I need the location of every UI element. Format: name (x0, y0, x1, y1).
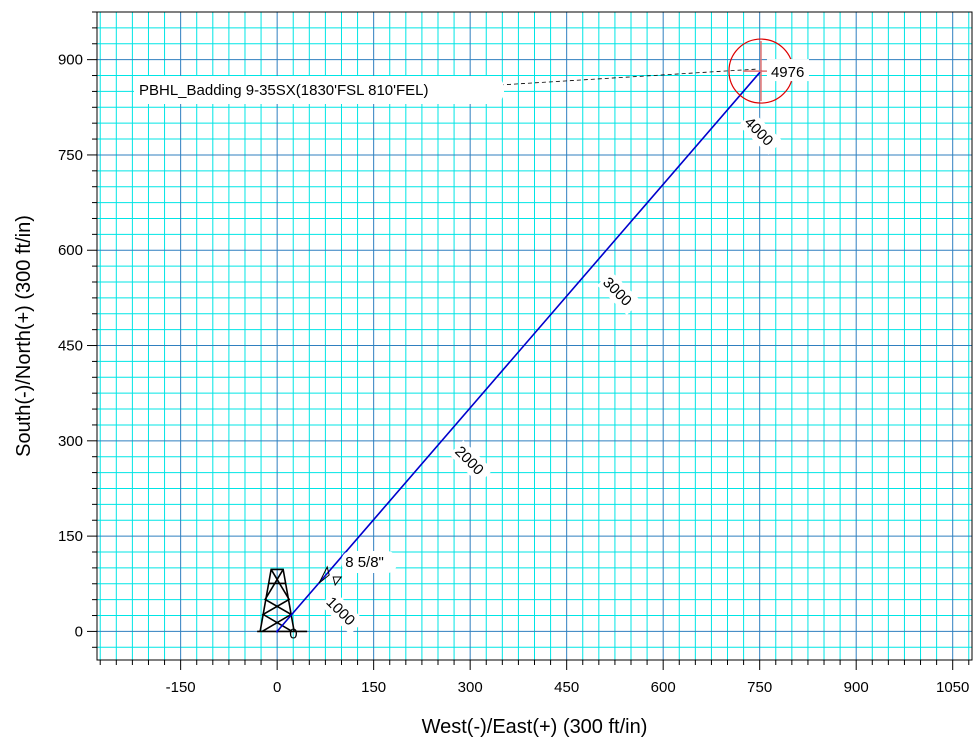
well-path-line (276, 70, 762, 632)
md-label-0: 0 (289, 625, 297, 642)
tick-labels: -150 0 150 300 450 600 750 900 1050 0 150 300 450 600… (58, 52, 969, 696)
md-label-bg (320, 590, 365, 635)
y-tick-label: 300 (58, 433, 83, 450)
target-label: PBHL_Badding 9-35SX(1830'FSL 810'FEL) (139, 82, 429, 99)
casing-shoe-left (318, 565, 330, 584)
major-gridlines (97, 12, 972, 660)
y-tick-label: 0 (75, 623, 83, 640)
x-tick-label: 0 (273, 679, 281, 696)
well-path-series: 8 5/8" (275, 69, 763, 633)
target-leader (499, 68, 757, 86)
x-tick-label: 300 (458, 679, 483, 696)
md-label-group: 3000 (597, 271, 641, 316)
drilling-rig-icon (257, 568, 308, 633)
y-tick-label: 900 (58, 52, 83, 69)
rig-strut (261, 569, 293, 633)
y-axis-title: South(-)/North(+) (300 ft/in) (13, 215, 35, 457)
x-tick-label: 900 (844, 679, 869, 696)
y-tick-label: 450 (58, 338, 83, 355)
minor-gridlines (97, 11, 972, 660)
well-path-point (275, 630, 279, 633)
x-tick-label: 1050 (936, 679, 969, 696)
target-label-bg (134, 76, 504, 104)
md-label-bg (738, 111, 783, 155)
x-tick-label: 450 (554, 679, 579, 696)
x-tick-label: -150 (166, 679, 196, 696)
md-label-end: 4976 (771, 64, 804, 81)
md-label-bg (597, 271, 641, 316)
casing-shoe-right (332, 576, 343, 587)
md-label-bg (449, 440, 493, 485)
target-marker: PBHL_Badding 9-35SX(1830'FSL 810'FEL) (134, 38, 794, 104)
x-axis-title: West(-)/East(+) (300 ft/in) (422, 716, 648, 738)
axis-ticks (87, 11, 970, 670)
casing-label: 8 5/8" (345, 554, 384, 571)
x-tick-label: 600 (651, 679, 676, 696)
y-tick-label: 750 (58, 147, 83, 164)
x-tick-label: 150 (361, 679, 386, 696)
y-tick-label: 600 (58, 242, 83, 259)
y-tick-label: 150 (58, 528, 83, 545)
md-label-bg (766, 59, 809, 82)
x-tick-label: 750 (747, 679, 772, 696)
casing-label-bg (341, 550, 398, 573)
